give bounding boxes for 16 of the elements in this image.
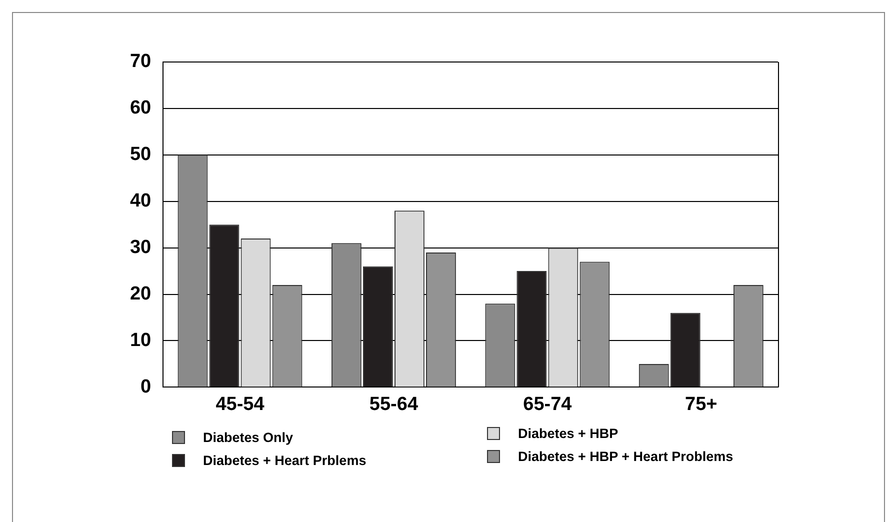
x-tick-label: 65-74 <box>523 394 572 415</box>
x-tick-label: 45-54 <box>216 394 265 415</box>
y-tick-label: 60 <box>130 98 152 119</box>
y-tick-label: 70 <box>130 51 152 72</box>
legend-label: Diabetes Only <box>203 430 294 445</box>
y-tick-label: 40 <box>130 190 152 212</box>
legend-label: Diabetes + HBP + Heart Problems <box>518 449 734 464</box>
y-tick-label: 30 <box>130 237 152 258</box>
x-tick-label: 55-64 <box>369 394 418 415</box>
legend-label: Diabetes + HBP <box>518 426 618 441</box>
y-tick-label: 10 <box>130 330 152 351</box>
x-tick-label: 75+ <box>685 394 718 415</box>
y-tick-label: 50 <box>130 144 152 166</box>
legend-label: Diabetes + Heart Prblems <box>203 453 366 468</box>
y-tick-label: 20 <box>130 284 152 305</box>
y-tick-label: 0 <box>140 376 152 398</box>
